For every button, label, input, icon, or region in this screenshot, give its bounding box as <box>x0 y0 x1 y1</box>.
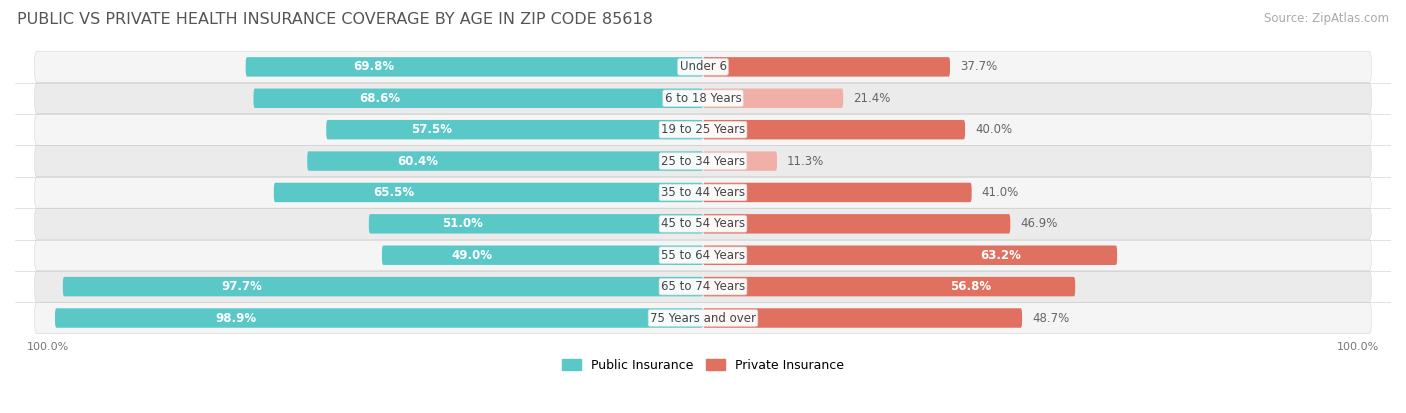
Text: 55 to 64 Years: 55 to 64 Years <box>661 249 745 262</box>
FancyBboxPatch shape <box>703 120 965 140</box>
FancyBboxPatch shape <box>55 308 703 328</box>
Text: 60.4%: 60.4% <box>398 154 439 168</box>
Text: 75 Years and over: 75 Years and over <box>650 311 756 325</box>
FancyBboxPatch shape <box>703 214 1011 234</box>
Text: 97.7%: 97.7% <box>222 280 263 293</box>
FancyBboxPatch shape <box>246 57 703 76</box>
Text: 46.9%: 46.9% <box>1021 217 1057 230</box>
FancyBboxPatch shape <box>274 183 703 202</box>
FancyBboxPatch shape <box>63 277 703 297</box>
FancyBboxPatch shape <box>35 83 1371 114</box>
Text: 49.0%: 49.0% <box>451 249 492 262</box>
FancyBboxPatch shape <box>703 183 972 202</box>
FancyBboxPatch shape <box>35 177 1371 208</box>
Text: 25 to 34 Years: 25 to 34 Years <box>661 154 745 168</box>
FancyBboxPatch shape <box>368 214 703 234</box>
FancyBboxPatch shape <box>308 151 703 171</box>
Text: 63.2%: 63.2% <box>981 249 1022 262</box>
Text: 56.8%: 56.8% <box>950 280 991 293</box>
Text: 41.0%: 41.0% <box>981 186 1019 199</box>
FancyBboxPatch shape <box>35 208 1371 240</box>
FancyBboxPatch shape <box>35 271 1371 302</box>
FancyBboxPatch shape <box>703 308 1022 328</box>
FancyBboxPatch shape <box>703 245 1118 265</box>
FancyBboxPatch shape <box>253 88 703 108</box>
FancyBboxPatch shape <box>35 240 1371 271</box>
Text: 57.5%: 57.5% <box>411 123 453 136</box>
Text: 65.5%: 65.5% <box>374 186 415 199</box>
FancyBboxPatch shape <box>35 51 1371 83</box>
FancyBboxPatch shape <box>703 151 778 171</box>
Text: 48.7%: 48.7% <box>1032 311 1069 325</box>
Text: 35 to 44 Years: 35 to 44 Years <box>661 186 745 199</box>
FancyBboxPatch shape <box>35 145 1371 177</box>
Text: 51.0%: 51.0% <box>441 217 482 230</box>
FancyBboxPatch shape <box>703 88 844 108</box>
Text: 68.6%: 68.6% <box>359 92 399 105</box>
FancyBboxPatch shape <box>703 277 1076 297</box>
FancyBboxPatch shape <box>35 302 1371 334</box>
Text: 6 to 18 Years: 6 to 18 Years <box>665 92 741 105</box>
Text: 37.7%: 37.7% <box>960 60 997 74</box>
Text: Under 6: Under 6 <box>679 60 727 74</box>
Text: Source: ZipAtlas.com: Source: ZipAtlas.com <box>1264 12 1389 25</box>
FancyBboxPatch shape <box>703 57 950 76</box>
Text: 98.9%: 98.9% <box>217 311 257 325</box>
Text: 69.8%: 69.8% <box>353 60 394 74</box>
Text: 65 to 74 Years: 65 to 74 Years <box>661 280 745 293</box>
FancyBboxPatch shape <box>326 120 703 140</box>
Text: 19 to 25 Years: 19 to 25 Years <box>661 123 745 136</box>
Legend: Public Insurance, Private Insurance: Public Insurance, Private Insurance <box>557 354 849 377</box>
FancyBboxPatch shape <box>382 245 703 265</box>
Text: 45 to 54 Years: 45 to 54 Years <box>661 217 745 230</box>
Text: 40.0%: 40.0% <box>974 123 1012 136</box>
Text: PUBLIC VS PRIVATE HEALTH INSURANCE COVERAGE BY AGE IN ZIP CODE 85618: PUBLIC VS PRIVATE HEALTH INSURANCE COVER… <box>17 12 652 27</box>
Text: 21.4%: 21.4% <box>853 92 890 105</box>
FancyBboxPatch shape <box>35 114 1371 145</box>
Text: 11.3%: 11.3% <box>787 154 824 168</box>
